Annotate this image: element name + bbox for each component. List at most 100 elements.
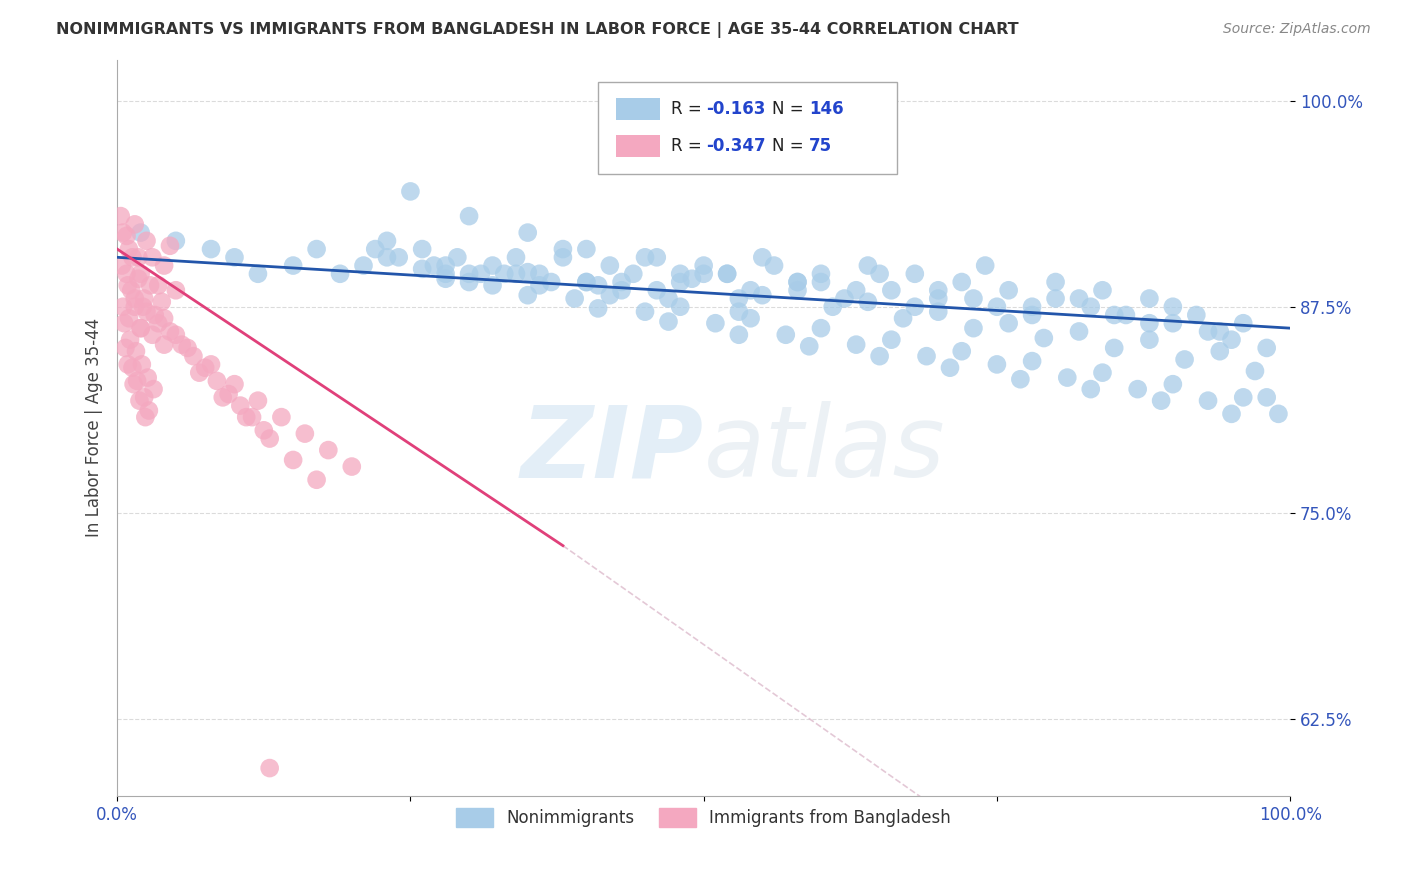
- Point: [915, 349, 938, 363]
- Text: -0.163: -0.163: [706, 100, 765, 118]
- Point: [564, 292, 586, 306]
- Point: [128, 393, 150, 408]
- Point: [1161, 377, 1184, 392]
- Point: [1197, 393, 1219, 408]
- Point: [229, 399, 252, 413]
- Point: [329, 267, 352, 281]
- Point: [118, 311, 141, 326]
- Point: [120, 333, 142, 347]
- Point: [845, 283, 868, 297]
- Point: [200, 358, 222, 372]
- Point: [124, 218, 146, 232]
- Text: N =: N =: [772, 136, 808, 155]
- Point: [505, 250, 527, 264]
- FancyBboxPatch shape: [598, 82, 897, 174]
- Point: [194, 360, 217, 375]
- Point: [134, 292, 156, 306]
- Point: [1021, 354, 1043, 368]
- Text: ZIP: ZIP: [520, 401, 703, 499]
- Point: [1220, 407, 1243, 421]
- Point: [821, 300, 844, 314]
- Point: [610, 275, 633, 289]
- Point: [259, 761, 281, 775]
- Point: [997, 316, 1019, 330]
- Point: [939, 360, 962, 375]
- Point: [240, 410, 263, 425]
- Point: [986, 358, 1008, 372]
- Point: [740, 311, 762, 326]
- Point: [183, 349, 205, 363]
- Point: [645, 250, 668, 264]
- Point: [165, 234, 187, 248]
- Point: [962, 292, 984, 306]
- Point: [751, 250, 773, 264]
- Point: [599, 288, 621, 302]
- Point: [740, 283, 762, 297]
- Point: [880, 283, 903, 297]
- Point: [136, 370, 159, 384]
- Point: [856, 294, 879, 309]
- Point: [1091, 283, 1114, 297]
- Point: [120, 283, 142, 297]
- Point: [434, 271, 457, 285]
- Point: [834, 292, 856, 306]
- Point: [270, 410, 292, 425]
- Point: [115, 228, 138, 243]
- Point: [399, 185, 422, 199]
- Point: [799, 339, 821, 353]
- Point: [728, 304, 751, 318]
- Text: R =: R =: [671, 136, 707, 155]
- Point: [153, 311, 176, 326]
- Text: atlas: atlas: [703, 401, 945, 499]
- Text: N =: N =: [772, 100, 808, 118]
- Point: [657, 292, 679, 306]
- Point: [516, 265, 538, 279]
- Point: [669, 275, 692, 289]
- Point: [1150, 393, 1173, 408]
- Point: [586, 301, 609, 316]
- Point: [1185, 308, 1208, 322]
- Point: [1137, 292, 1160, 306]
- Point: [259, 432, 281, 446]
- Point: [141, 327, 163, 342]
- Point: [997, 283, 1019, 297]
- Point: [950, 275, 973, 289]
- Point: [1045, 275, 1067, 289]
- Point: [1232, 316, 1254, 330]
- Point: [575, 275, 598, 289]
- Point: [551, 250, 574, 264]
- Point: [127, 374, 149, 388]
- Point: [692, 259, 714, 273]
- Point: [153, 337, 176, 351]
- FancyBboxPatch shape: [616, 135, 661, 157]
- FancyBboxPatch shape: [616, 98, 661, 120]
- Point: [148, 316, 170, 330]
- Point: [669, 267, 692, 281]
- Point: [139, 278, 162, 293]
- Point: [165, 283, 187, 297]
- Point: [121, 250, 143, 264]
- Point: [458, 275, 481, 289]
- Point: [634, 250, 657, 264]
- Point: [127, 271, 149, 285]
- Point: [610, 283, 633, 297]
- Text: -0.347: -0.347: [706, 136, 766, 155]
- Point: [1174, 352, 1197, 367]
- Point: [810, 321, 832, 335]
- Point: [716, 267, 738, 281]
- Point: [1045, 292, 1067, 306]
- Point: [1021, 300, 1043, 314]
- Point: [1021, 308, 1043, 322]
- Y-axis label: In Labor Force | Age 35-44: In Labor Force | Age 35-44: [86, 318, 103, 537]
- Point: [114, 341, 136, 355]
- Point: [294, 426, 316, 441]
- Point: [446, 250, 468, 264]
- Point: [621, 267, 644, 281]
- Point: [117, 278, 139, 293]
- Text: Source: ZipAtlas.com: Source: ZipAtlas.com: [1223, 22, 1371, 37]
- Point: [1091, 366, 1114, 380]
- Point: [112, 316, 135, 330]
- Point: [224, 250, 246, 264]
- Point: [927, 304, 949, 318]
- Point: [141, 250, 163, 264]
